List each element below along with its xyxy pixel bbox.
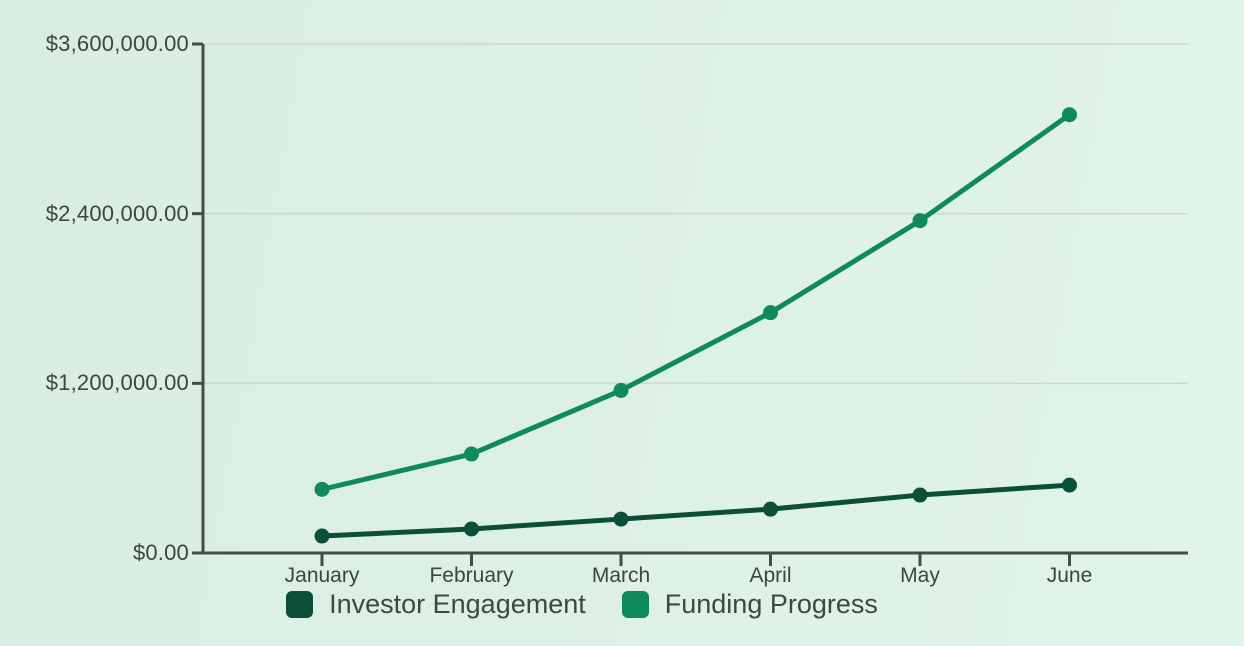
data-point-investor-engagement-june[interactable] — [1062, 477, 1077, 493]
chart-legend: Investor Engagement Funding Progress — [0, 586, 1164, 622]
x-axis-label-may: May — [900, 564, 940, 587]
data-point-investor-engagement-may[interactable] — [912, 487, 928, 503]
data-point-funding-progress-may[interactable] — [912, 213, 928, 229]
data-point-investor-engagement-march[interactable] — [613, 511, 629, 527]
x-axis-label-april: April — [749, 564, 792, 587]
x-axis-label-february: February — [429, 564, 514, 587]
x-axis-label-june: June — [1046, 564, 1093, 587]
legend-swatch-funding-progress-icon — [621, 590, 649, 618]
x-axis-label-march: March — [591, 564, 651, 587]
y-axis-label-0: $0.00 — [132, 540, 189, 565]
data-point-investor-engagement-april[interactable] — [763, 501, 778, 517]
data-point-funding-progress-june[interactable] — [1062, 107, 1077, 123]
series-line-funding-progress — [319, 112, 1072, 492]
axis-lines — [201, 44, 1188, 555]
data-point-funding-progress-january[interactable] — [314, 481, 330, 497]
legend-label-investor-engagement: Investor Engagement — [329, 588, 586, 619]
y-axis-label-3600000: $3,600,000.00 — [45, 31, 189, 56]
legend-item-funding-progress[interactable]: Funding Progress — [621, 588, 878, 620]
series-line-investor-engagement — [319, 482, 1072, 539]
x-axis-label-january: January — [284, 564, 360, 587]
legend-label-funding-progress: Funding Progress — [664, 588, 878, 619]
data-point-funding-progress-april[interactable] — [763, 305, 778, 321]
data-point-investor-engagement-january[interactable] — [314, 528, 330, 544]
y-axis-label-2400000: $2,400,000.00 — [45, 200, 189, 226]
legend-item-investor-engagement[interactable]: Investor Engagement — [286, 589, 586, 620]
data-point-funding-progress-march[interactable] — [613, 382, 629, 398]
data-point-funding-progress-february[interactable] — [464, 446, 479, 462]
legend-swatch-investor-engagement-icon — [286, 590, 314, 618]
y-axis-label-1200000: $1,200,000.00 — [45, 370, 189, 396]
data-point-investor-engagement-february[interactable] — [464, 521, 479, 537]
